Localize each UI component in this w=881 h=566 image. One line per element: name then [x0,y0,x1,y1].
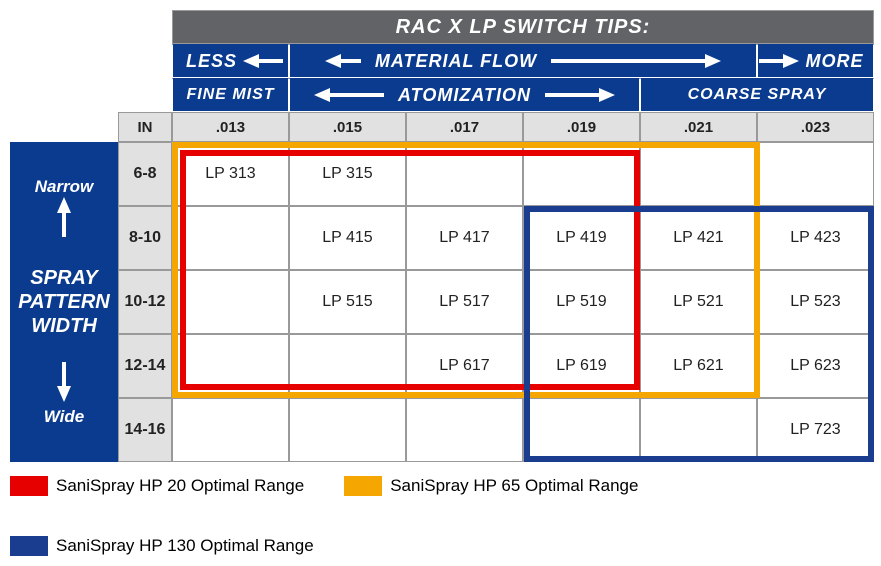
cell-2-3: LP 519 [523,270,640,334]
row-header-3: 12-14 [118,334,172,398]
cell-3-5: LP 623 [757,334,874,398]
cell-0-1: LP 315 [289,142,406,206]
cell-3-2: LP 617 [406,334,523,398]
legend-swatch [10,536,48,556]
legend-item-hp20: SaniSpray HP 20 Optimal Range [10,476,304,496]
spacer [10,112,118,142]
col-header-4: .021 [640,112,757,142]
col-header-2: .017 [406,112,523,142]
cell-2-0 [172,270,289,334]
spacer [10,10,172,44]
cell-1-5: LP 423 [757,206,874,270]
spacer [10,78,172,112]
cell-1-0 [172,206,289,270]
cell-3-3: LP 619 [523,334,640,398]
legend-item-hp130: SaniSpray HP 130 Optimal Range [10,536,314,556]
spacer [10,44,172,78]
cell-3-1 [289,334,406,398]
cell-1-3: LP 419 [523,206,640,270]
col-header-0: .013 [172,112,289,142]
cell-4-0 [172,398,289,462]
col-header-1: .015 [289,112,406,142]
cell-3-0 [172,334,289,398]
atom-fine: FINE MIST [172,78,289,112]
cell-1-2: LP 417 [406,206,523,270]
cell-1-1: LP 415 [289,206,406,270]
flow-less: LESS [172,44,289,78]
legend-label: SaniSpray HP 65 Optimal Range [390,476,638,496]
cell-2-2: LP 517 [406,270,523,334]
cell-0-4 [640,142,757,206]
spray-pattern-width-label: Narrow SPRAYPATTERNWIDTH Wide [10,142,118,462]
flow-more: MORE [757,44,874,78]
legend-label: SaniSpray HP 20 Optimal Range [56,476,304,496]
legend: SaniSpray HP 20 Optimal Range SaniSpray … [10,476,871,556]
cell-0-2 [406,142,523,206]
cell-2-4: LP 521 [640,270,757,334]
cell-0-5 [757,142,874,206]
cell-4-2 [406,398,523,462]
legend-swatch [344,476,382,496]
cell-4-3 [523,398,640,462]
row-header-2: 10-12 [118,270,172,334]
row-header-1: 8-10 [118,206,172,270]
legend-label: SaniSpray HP 130 Optimal Range [56,536,314,556]
cell-4-5: LP 723 [757,398,874,462]
cell-2-1: LP 515 [289,270,406,334]
cell-4-1 [289,398,406,462]
row-header-0: 6-8 [118,142,172,206]
atom-coarse: COARSE SPRAY [640,78,874,112]
in-header: IN [118,112,172,142]
cell-0-3 [523,142,640,206]
col-header-5: .023 [757,112,874,142]
col-header-3: .019 [523,112,640,142]
legend-item-hp65: SaniSpray HP 65 Optimal Range [344,476,638,496]
row-header-4: 14-16 [118,398,172,462]
table-title: RAC X LP SWITCH TIPS: [172,10,874,44]
legend-swatch [10,476,48,496]
atom-label: ATOMIZATION [289,78,640,112]
cell-1-4: LP 421 [640,206,757,270]
cell-4-4 [640,398,757,462]
cell-0-0: LP 313 [172,142,289,206]
cell-3-4: LP 621 [640,334,757,398]
flow-label: MATERIAL FLOW [289,44,757,78]
cell-2-5: LP 523 [757,270,874,334]
